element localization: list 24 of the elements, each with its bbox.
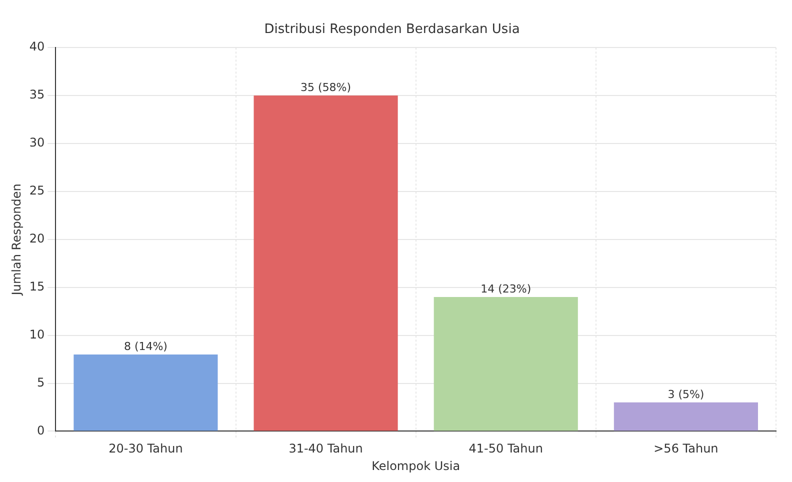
bar bbox=[434, 296, 578, 431]
y-tick-label: 20 bbox=[29, 232, 45, 246]
y-tick-label: 0 bbox=[37, 423, 45, 438]
data-label: 35 (58%) bbox=[300, 80, 352, 94]
bar bbox=[254, 96, 398, 431]
data-label: 3 (5%) bbox=[668, 388, 704, 401]
y-tick-label: 15 bbox=[29, 279, 45, 294]
bar bbox=[74, 354, 218, 431]
y-tick-label: 5 bbox=[37, 375, 45, 390]
y-tick-label: 35 bbox=[29, 88, 45, 102]
x-axis-title: Kelompok Usia bbox=[372, 458, 460, 473]
data-label: 14 (23%) bbox=[480, 282, 532, 296]
chart-title: Distribusi Responden Berdasarkan Usia bbox=[264, 22, 520, 38]
x-tick-label: >56 Tahun bbox=[654, 442, 718, 456]
y-tick-label: 30 bbox=[29, 136, 45, 150]
y-tick-label: 10 bbox=[29, 327, 45, 342]
y-axis-title: Jumlah Responden bbox=[9, 184, 24, 296]
data-label: 8 (14%) bbox=[124, 340, 168, 353]
x-tick-label: 31-40 Tahun bbox=[288, 442, 363, 456]
x-tick-label: 20-30 Tahun bbox=[108, 442, 183, 456]
y-tick-label: 25 bbox=[29, 184, 45, 198]
x-tick-label: 41-50 Tahun bbox=[468, 442, 543, 456]
bar bbox=[614, 402, 758, 431]
y-tick-label: 40 bbox=[29, 40, 45, 54]
